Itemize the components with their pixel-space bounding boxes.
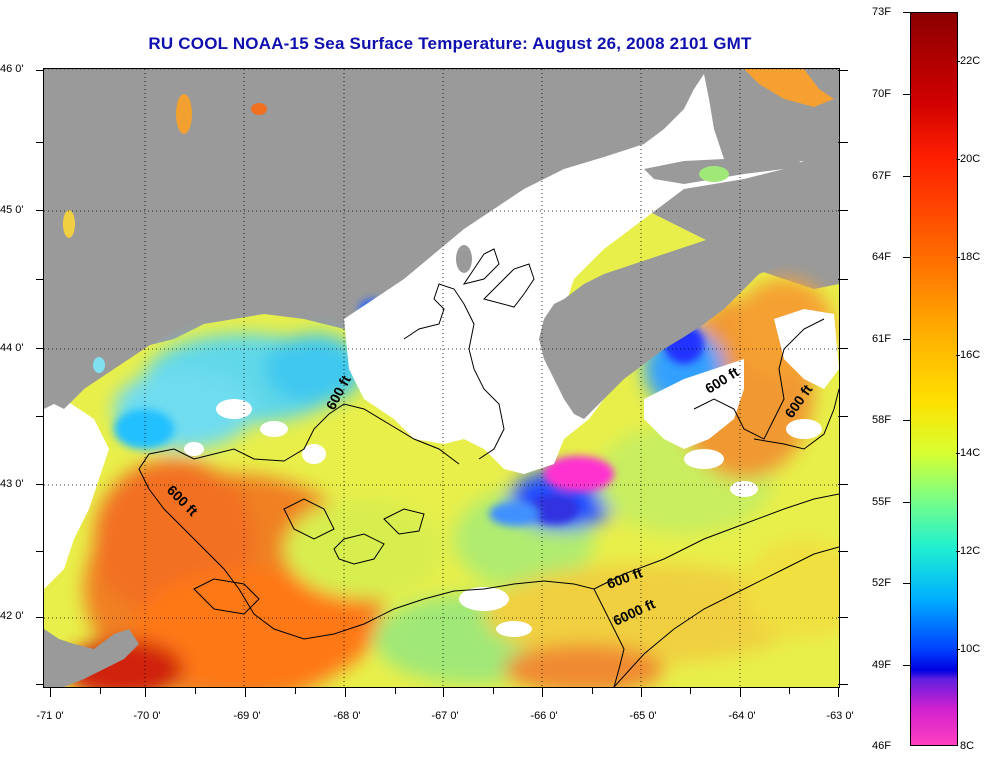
lon-label-69: -69 0' [233,710,261,722]
lat-label-43: 43 0' [0,478,24,490]
graticule-grid [44,69,839,687]
warm-patches [63,69,834,373]
temperature-colorbar [910,12,958,746]
colorbar-c-12: 12C [960,545,981,557]
colorbar-c-22: 22C [960,55,981,67]
colorbar-f-49: 49F [872,659,891,671]
lat-label-42: 42 0' [0,610,24,622]
lat-label-46: 46 0' [0,63,24,75]
colorbar-f-61: 61F [872,333,891,345]
ocean-temperature-field [44,204,839,687]
colorbar-c-20: 20C [960,153,981,165]
lon-label-71: -71 0' [36,710,64,722]
colorbar-f-70: 70F [872,88,891,100]
sst-map: 600 ft 600 ft 600 ft 600 ft 600 ft 6000 … [43,68,840,688]
colorbar-c-18: 18C [960,251,981,263]
colorbar-f-58: 58F [872,414,891,426]
lat-label-45: 45 0' [0,204,24,216]
lon-label-66: -66 0' [530,710,558,722]
colorbar-c-14: 14C [960,447,981,459]
colorbar-f-64: 64F [872,251,891,263]
lon-label-65: -65 0' [629,710,657,722]
lon-label-68: -68 0' [333,710,361,722]
colorbar-c-16: 16C [960,349,981,361]
colorbar-f-73: 73F [872,6,891,18]
lon-label-67: -67 0' [431,710,459,722]
bathymetry-contours [138,248,839,687]
lat-label-44: 44 0' [0,342,24,354]
map-title: RU COOL NOAA-15 Sea Surface Temperature:… [148,34,752,53]
lon-label-64: -64 0' [728,710,756,722]
colorbar-f-67: 67F [872,170,891,182]
colorbar-c-8: 8C [960,740,975,752]
colorbar-f-46: 46F [872,740,891,752]
lon-label-63: -63 0' [826,710,854,722]
colorbar-f-52: 52F [872,577,891,589]
lon-label-70: -70 0' [133,710,161,722]
colorbar-c-10: 10C [960,643,981,655]
colorbar-f-55: 55F [872,496,891,508]
